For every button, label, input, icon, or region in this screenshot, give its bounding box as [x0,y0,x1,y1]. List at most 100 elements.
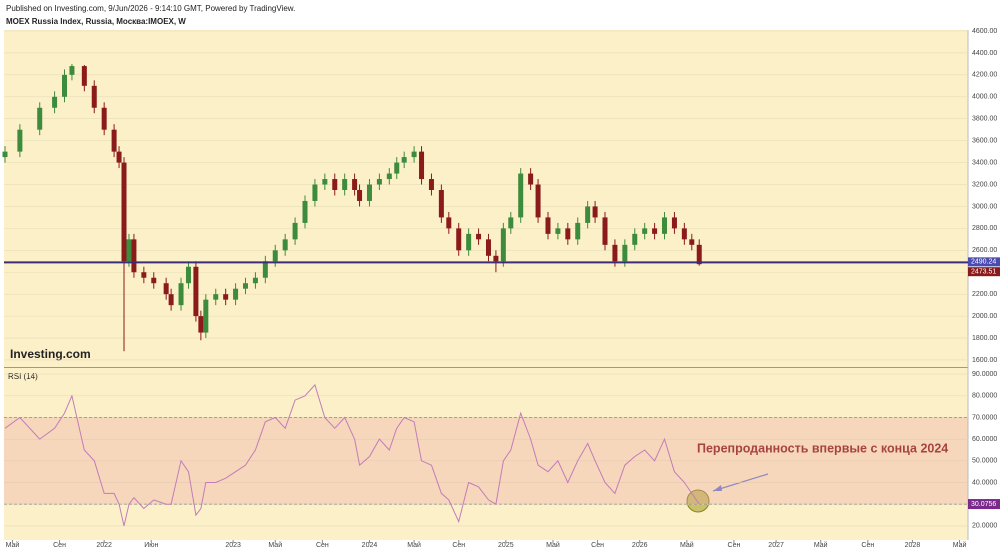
candle-body [632,233,638,245]
y-tick-label: 50.0000 [972,458,997,465]
candle-body [213,294,219,300]
candle-body [652,228,658,234]
x-tick-label: Май [814,541,828,549]
candle-body [352,179,358,191]
candle-body [198,316,204,333]
candle-body [178,283,184,306]
candle-body [602,217,608,245]
price-label: 2490.24 [971,259,996,266]
candle-body [151,277,157,284]
candle-body [401,157,407,163]
candle-body [528,173,534,185]
candle-body [52,96,58,108]
x-tick-label: Май [268,541,282,549]
y-tick-label: 3000.00 [972,203,997,210]
candle-body [272,250,278,262]
x-tick-label: Май [6,541,20,549]
y-tick-label: 4600.00 [972,28,997,35]
candle-body [131,239,137,273]
y-tick-label: 70.0000 [972,414,997,421]
y-tick-label: 4200.00 [972,72,997,79]
candle-body [419,151,425,180]
price-label-box [968,257,1000,267]
y-tick-label: 2000.00 [972,313,997,320]
x-tick-label: 2027 [768,542,784,549]
y-tick-label: 4000.00 [972,94,997,101]
candle-body [357,190,363,201]
candle-body [456,228,462,251]
candle-body [376,179,382,185]
candle-body [262,261,268,278]
annotation: Перепроданность впервые с конца 2024 [697,441,948,455]
arrow-head [713,485,722,491]
x-tick-label: Сен [728,542,741,549]
y-tick-label: 3200.00 [972,181,997,188]
candle-body [252,277,258,284]
candle-body [163,283,169,295]
candle-body [366,184,372,201]
rsi-band [4,417,968,505]
candle-body [233,288,239,300]
candle-body [243,283,248,289]
y-tick-label: 1800.00 [972,335,997,342]
x-tick-label: Май [407,541,421,549]
candle-body [185,266,191,284]
candle-body [2,151,8,158]
candle-body [622,244,628,262]
candle-body [322,179,328,185]
x-tick-label: Май [680,541,694,549]
candle-body [662,217,668,234]
candle-body [428,179,434,191]
y-tick-label: 2800.00 [972,225,997,232]
candle-body [565,228,571,240]
candle-body [518,173,524,218]
x-tick-label: Май [953,541,967,549]
candle-body [62,74,68,97]
symbol-title: MOEX Russia Index, Russia, Москва:IMOEX,… [6,17,186,26]
candle-body [411,151,417,158]
x-tick-label: 2024 [362,542,378,549]
candle-body [332,179,338,191]
rsi-line [4,383,700,527]
candle-body [500,228,506,262]
x-tick-label: Сен [861,542,874,549]
candle-body [69,66,75,75]
candle-body [223,294,229,300]
x-tick-label: Сен [53,542,66,549]
y-tick-label: 90.0000 [972,371,997,378]
candle-body [17,129,23,152]
publish-note: Published on Investing.com, 9/Jun/2026 -… [6,4,295,13]
candle-body [545,217,551,234]
highlight-circle [686,489,710,513]
candle-body [91,85,97,108]
y-tick-label: 3600.00 [972,137,997,144]
x-tick-label: 2026 [632,542,648,549]
candle-body [302,200,308,223]
candle-body [535,184,541,218]
candle-body [438,190,444,218]
candle-body [116,151,122,163]
x-tick-label: 2025 [498,542,514,549]
candle-body [689,239,695,245]
candle-body [37,107,43,130]
y-tick-label: 80.0000 [972,393,997,400]
candle-body [111,129,117,152]
x-tick-label: Июн [144,542,158,549]
candle-body [193,266,199,317]
candle-body [575,222,581,240]
candle-body [466,233,472,251]
candle-body [312,184,318,201]
last-price-label: 2473.51 [971,269,996,276]
candle-body [141,272,147,278]
candle-body [101,107,107,130]
candle-body [282,239,288,251]
candle-body [476,233,482,240]
x-tick-label: 2023 [225,542,241,549]
candle-body [585,206,591,223]
y-tick-label: 3400.00 [972,159,997,166]
x-tick-label: Сен [452,542,465,549]
y-tick-label: 3800.00 [972,116,997,123]
candle-body [203,299,209,333]
y-tick-label: 2200.00 [972,291,997,298]
